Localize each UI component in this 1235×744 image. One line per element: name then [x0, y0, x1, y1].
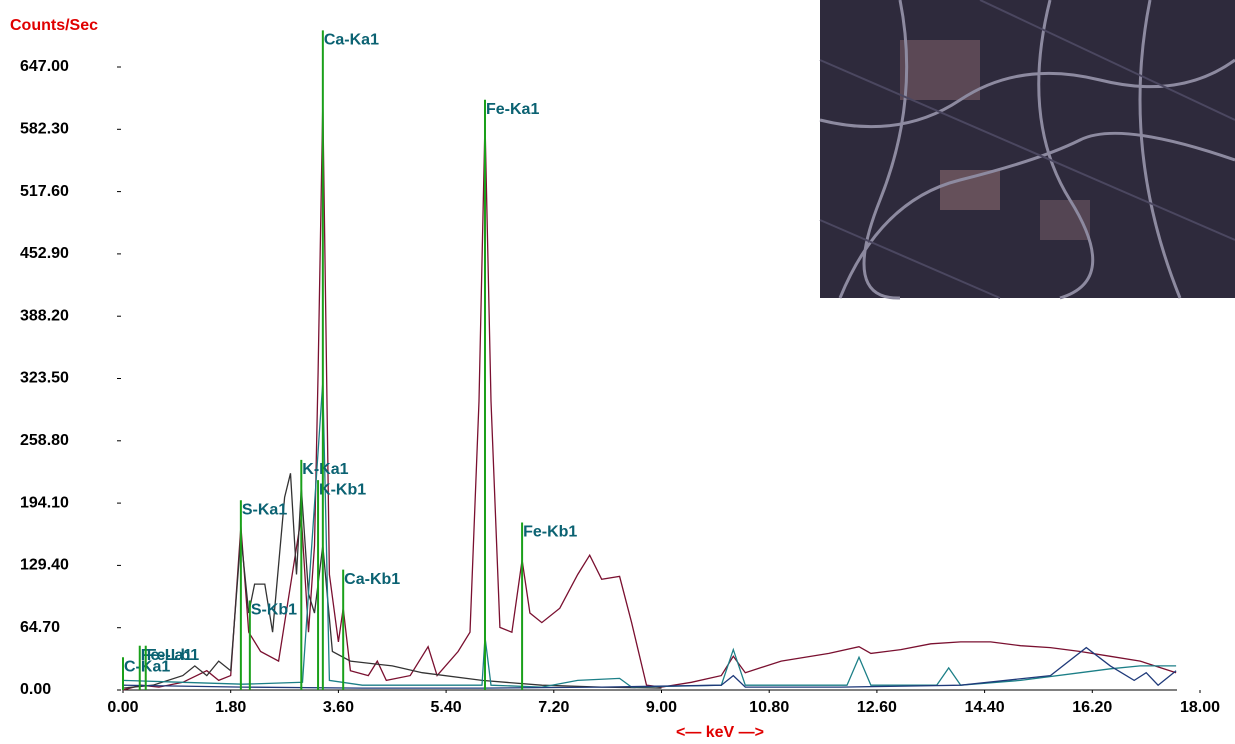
y-tick-label: 323.50: [20, 370, 69, 387]
y-tick-label: 388.20: [20, 307, 69, 324]
x-tick-label: 12.60: [857, 699, 897, 716]
x-tick-label: 0.00: [107, 699, 138, 716]
x-tick-label: 5.40: [431, 699, 462, 716]
x-tick-label: 3.60: [323, 699, 354, 716]
x-tick-label: 7.20: [538, 699, 569, 716]
y-axis-title: Counts/Sec: [10, 17, 98, 34]
element-label: Fe-Kb1: [523, 524, 577, 541]
y-tick-label: 0.00: [20, 681, 51, 698]
y-tick-label: 517.60: [20, 183, 69, 200]
x-tick-label: 18.00: [1180, 699, 1220, 716]
element-label: Ca-Ka1: [324, 32, 379, 49]
element-label: S-Kb1: [251, 602, 297, 619]
chart: Counts/Sec <— keV —> 0.00 64.70 129.40 194.…: [0, 0, 1235, 744]
element-label: K-Kb1: [319, 481, 366, 498]
x-tick-label: 16.20: [1072, 699, 1112, 716]
spectrum-line: [123, 648, 1176, 689]
x-axis-title: <— keV —>: [676, 724, 764, 741]
x-tick-label: 1.80: [215, 699, 246, 716]
element-label: S-Ka1: [242, 502, 287, 519]
y-tick-label: 258.80: [20, 432, 69, 449]
y-tick-label: 582.30: [20, 121, 69, 138]
x-tick-label: 14.40: [965, 699, 1005, 716]
y-tick-label: 64.70: [20, 619, 60, 636]
element-label: Fe-Lb1: [147, 647, 200, 664]
y-tick-label: 647.00: [20, 58, 69, 75]
x-tick-label: 10.80: [749, 699, 789, 716]
y-tick-label: 452.90: [20, 245, 69, 262]
element-label: Fe-Ka1: [486, 101, 539, 118]
element-label: Ca-Kb1: [344, 571, 400, 588]
y-tick-label: 129.40: [20, 557, 69, 574]
element-label: K-Ka1: [302, 461, 348, 478]
y-tick-label: 194.10: [20, 494, 69, 511]
x-tick-label: 9.00: [646, 699, 677, 716]
sample-image: [820, 0, 1235, 298]
